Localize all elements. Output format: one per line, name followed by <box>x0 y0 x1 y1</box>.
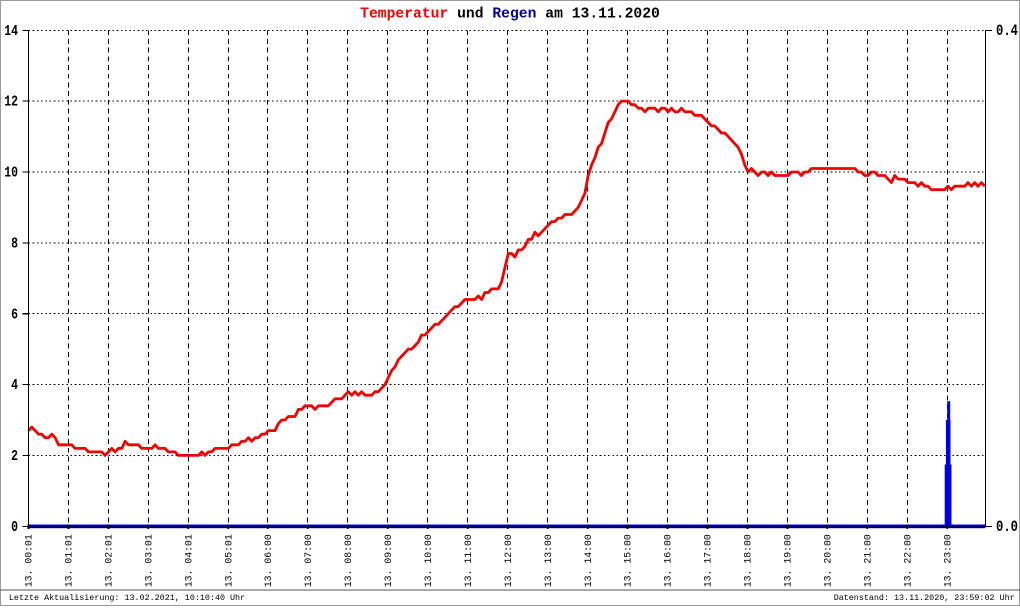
svg-text:13. 13:00: 13. 13:00 <box>543 534 554 587</box>
svg-text:13. 06:00: 13. 06:00 <box>263 534 274 587</box>
svg-text:0.4: 0.4 <box>996 24 1018 41</box>
svg-text:13. 10:00: 13. 10:00 <box>423 534 434 587</box>
svg-text:13. 03:01: 13. 03:01 <box>144 534 155 587</box>
svg-text:13. 20:00: 13. 20:00 <box>823 534 834 587</box>
svg-text:13. 09:00: 13. 09:00 <box>383 534 394 587</box>
svg-text:13. 11:00: 13. 11:00 <box>463 534 474 587</box>
svg-text:13. 01:01: 13. 01:01 <box>64 534 75 587</box>
svg-text:13. 02:01: 13. 02:01 <box>104 534 115 587</box>
svg-text:13. 04:01: 13. 04:01 <box>184 534 195 587</box>
svg-text:0: 0 <box>11 519 18 536</box>
svg-text:Datenstand: 13.11.2020, 23:59:: Datenstand: 13.11.2020, 23:59:02 Uhr <box>834 593 1015 603</box>
svg-text:6: 6 <box>11 306 18 323</box>
svg-text:13. 19:00: 13. 19:00 <box>783 534 794 587</box>
svg-text:13. 16:00: 13. 16:00 <box>663 534 674 587</box>
svg-text:4: 4 <box>11 377 18 394</box>
svg-text:13. 05:01: 13. 05:01 <box>224 534 235 587</box>
svg-text:13. 22:00: 13. 22:00 <box>903 534 914 587</box>
svg-text:13. 07:00: 13. 07:00 <box>303 534 314 587</box>
svg-text:13. 15:00: 13. 15:00 <box>623 534 634 587</box>
svg-text:12: 12 <box>4 94 18 111</box>
svg-text:8: 8 <box>11 235 18 252</box>
svg-text:13. 08:00: 13. 08:00 <box>343 534 354 587</box>
svg-text:0.0: 0.0 <box>996 520 1018 537</box>
svg-text:Letzte Aktualisierung: 13.02.2: Letzte Aktualisierung: 13.02.2021, 10:10… <box>9 593 245 603</box>
svg-text:13. 18:00: 13. 18:00 <box>743 534 754 587</box>
svg-text:13. 12:00: 13. 12:00 <box>503 534 514 587</box>
svg-text:13. 00:01: 13. 00:01 <box>24 534 35 587</box>
svg-text:13. 21:00: 13. 21:00 <box>863 534 874 587</box>
svg-text:13. 14:00: 13. 14:00 <box>583 534 594 587</box>
svg-text:10: 10 <box>4 164 18 181</box>
svg-text:13. 17:00: 13. 17:00 <box>703 534 714 587</box>
svg-text:14: 14 <box>4 23 18 40</box>
svg-text:Temperatur und Regen am 13.11.: Temperatur und Regen am 13.11.2020 <box>360 6 660 22</box>
svg-text:2: 2 <box>11 448 18 465</box>
svg-text:13. 23:00: 13. 23:00 <box>943 534 954 587</box>
